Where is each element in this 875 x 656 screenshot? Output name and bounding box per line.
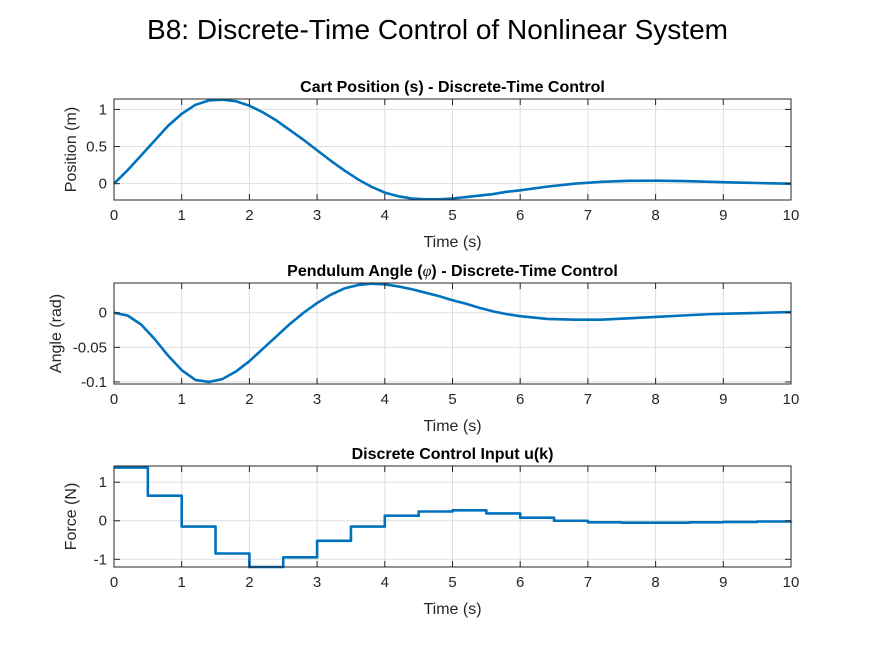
y-axis-label: Force (N) [63, 483, 80, 551]
data-series-line [114, 466, 793, 569]
y-tick-label: 0 [99, 513, 107, 530]
y-tick-label: 1 [99, 101, 107, 118]
x-tick-label: 4 [381, 207, 389, 224]
x-tick-label: 2 [245, 207, 253, 224]
x-tick-label: 4 [381, 391, 389, 408]
y-tick-label: 0.5 [86, 139, 107, 156]
subplot-title-part: Discrete Control Input u(k) [352, 446, 554, 463]
y-tick-label: 0 [99, 176, 107, 193]
subplot-title: Cart Position (s) - Discrete-Time Contro… [300, 79, 605, 96]
x-tick-label: 2 [245, 574, 253, 591]
x-tick-label: 10 [783, 574, 800, 591]
x-tick-label: 5 [448, 391, 456, 408]
x-tick-label: 7 [584, 574, 592, 591]
subplot-title-part: φ [423, 263, 432, 280]
y-tick-label: -0.1 [81, 374, 107, 391]
y-tick-label: 1 [99, 474, 107, 491]
x-tick-label: 8 [651, 391, 659, 408]
x-tick-label: 6 [516, 207, 524, 224]
x-axis-label: Time (s) [423, 418, 481, 435]
x-tick-label: 5 [448, 207, 456, 224]
x-tick-label: 8 [651, 574, 659, 591]
x-tick-label: 6 [516, 574, 524, 591]
subplot-title: Pendulum Angle (φ) - Discrete-Time Contr… [287, 263, 618, 280]
subplot-2: 0 1 2 3 4 5 6 7 8 9 10 -0.1 -0.05 0 Pendulum Angle (φ)… [48, 263, 799, 435]
y-tick-label: 0 [99, 305, 107, 322]
subplot-title-part: Pendulum Angle ( [287, 263, 423, 280]
x-tick-label: 5 [448, 574, 456, 591]
x-tick-label: 9 [719, 574, 727, 591]
x-tick-label: 3 [313, 391, 321, 408]
y-axis-label: Angle (rad) [48, 294, 65, 373]
y-tick-label: -0.05 [73, 339, 107, 356]
x-tick-label: 10 [783, 391, 800, 408]
x-tick-label: 1 [178, 207, 186, 224]
x-tick-label: 6 [516, 391, 524, 408]
x-tick-label: 9 [719, 207, 727, 224]
x-tick-label: 7 [584, 391, 592, 408]
x-tick-label: 0 [110, 207, 118, 224]
x-tick-label: 2 [245, 391, 253, 408]
subplot-title: Discrete Control Input u(k) [352, 446, 554, 463]
subplot-title-part: ) - Discrete-Time Control [431, 263, 617, 280]
x-tick-label: 9 [719, 391, 727, 408]
x-tick-label: 0 [110, 391, 118, 408]
x-axis-label: Time (s) [423, 234, 481, 251]
subplot-title-part: Cart Position (s) - Discrete-Time Contro… [300, 79, 605, 96]
x-tick-label: 7 [584, 207, 592, 224]
y-axis-label: Position (m) [63, 107, 80, 192]
x-tick-label: 8 [651, 207, 659, 224]
subplot-1: 0 1 2 3 4 5 6 7 8 9 10 0 0.5 1 Cart Position (s) - Dis… [63, 79, 799, 251]
x-tick-label: 3 [313, 207, 321, 224]
x-tick-label: 0 [110, 574, 118, 591]
x-tick-label: 4 [381, 574, 389, 591]
data-series-line [113, 98, 792, 201]
x-tick-label: 10 [783, 207, 800, 224]
y-tick-label: -1 [94, 551, 107, 568]
x-tick-label: 3 [313, 574, 321, 591]
x-tick-label: 1 [178, 391, 186, 408]
figure-title: B8: Discrete-Time Control of Nonlinear S… [147, 14, 728, 45]
x-axis-label: Time (s) [423, 601, 481, 618]
x-tick-label: 1 [178, 574, 186, 591]
